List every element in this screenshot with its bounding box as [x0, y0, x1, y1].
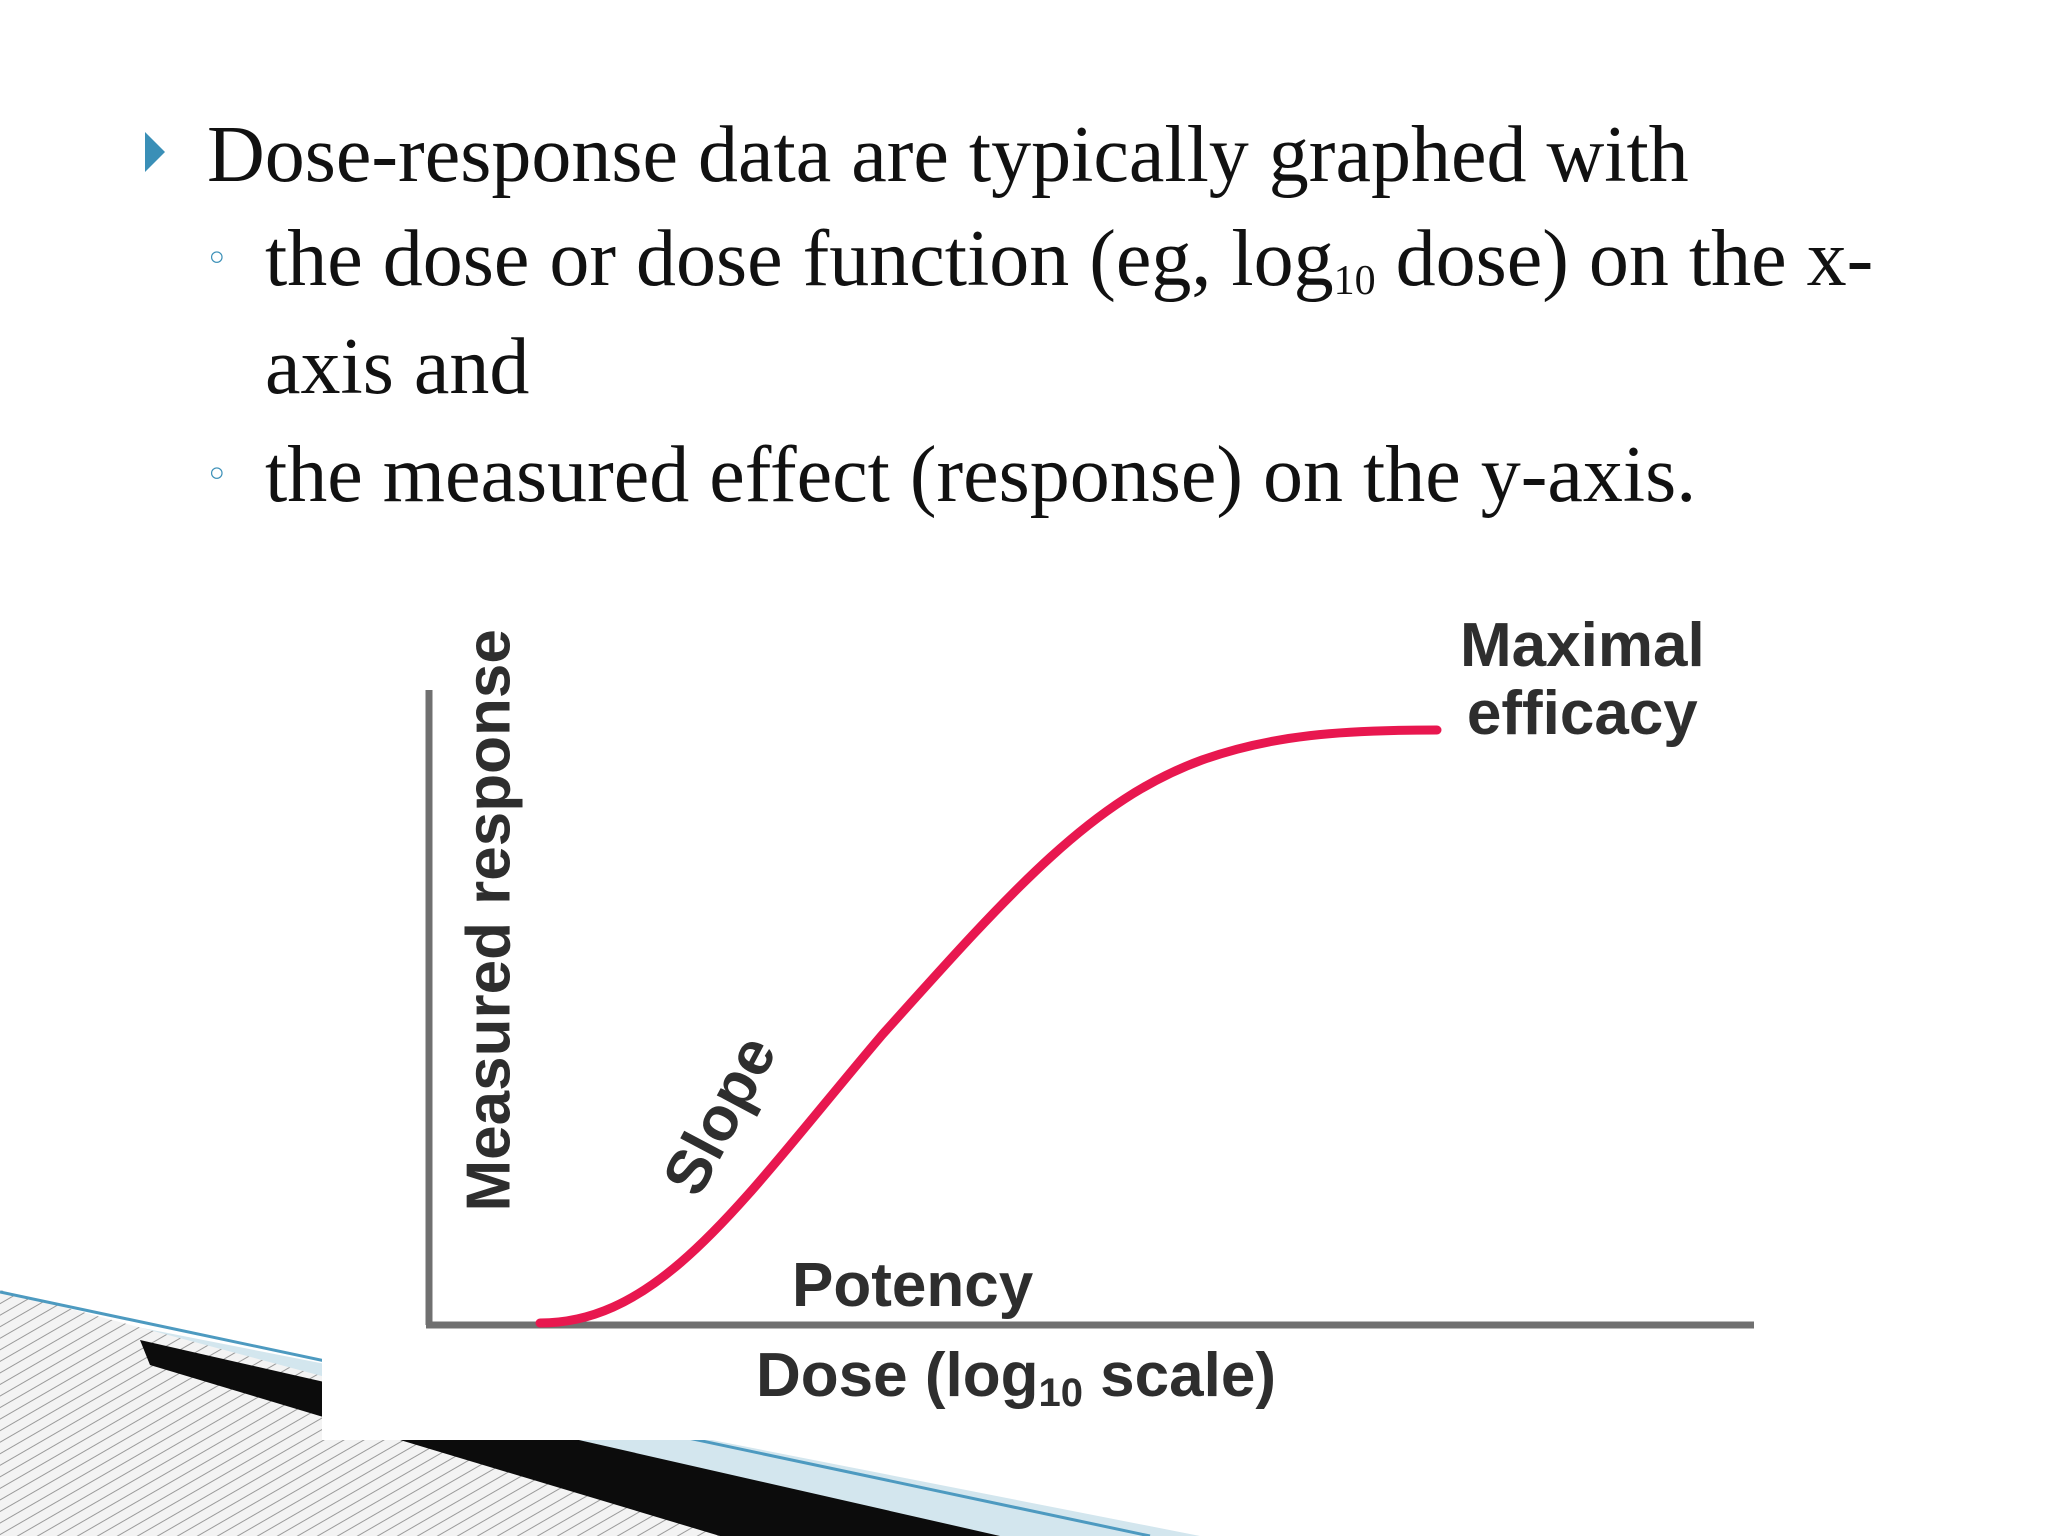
sub-bullet-item-y-axis: ◦ the measured effect (response) on the … — [145, 421, 1965, 529]
dose-response-diagram — [425, 690, 1754, 1329]
x-axis-label-part1: Dose (log — [756, 1341, 1039, 1410]
bullet-list: Dose-response data are typically graphed… — [145, 105, 1965, 529]
maximal-efficacy-line2: efficacy — [1466, 679, 1698, 748]
x-axis-label-subscript: 10 — [1038, 1371, 1083, 1415]
dose-response-curve — [535, 725, 1442, 1328]
sub-bullet-text-part2: dose) on the x- — [1375, 215, 1874, 303]
maximal-efficacy-line1: Maximal — [1460, 611, 1705, 680]
maximal-efficacy-label: Maximal efficacy — [1460, 612, 1705, 748]
triangle-bullet-icon — [145, 132, 165, 172]
circle-bullet-icon: ◦ — [205, 236, 229, 282]
x-axis-label-part2: scale) — [1082, 1341, 1276, 1410]
dose-response-figure: Measured response Dose (log10 scale) Max… — [322, 590, 1792, 1440]
x-axis-label: Dose (log10 scale) — [756, 1340, 1276, 1413]
circle-bullet-icon: ◦ — [205, 452, 229, 498]
sub-bullet-text: the measured effect (response) on the y-… — [265, 431, 1697, 519]
sub-bullet-text-line2: axis and — [265, 323, 530, 411]
sub-bullet-item-x-axis: ◦ the dose or dose function (eg, log10 d… — [145, 205, 1965, 421]
subscript-10: 10 — [1333, 258, 1376, 305]
y-axis-label: Measured response — [454, 629, 524, 1212]
bullet-text: Dose-response data are typically graphed… — [207, 111, 1689, 199]
bullet-item-main: Dose-response data are typically graphed… — [145, 105, 1965, 205]
potency-label: Potency — [792, 1251, 1034, 1320]
sub-bullet-text-part1: the dose or dose function (eg, log — [265, 215, 1334, 303]
